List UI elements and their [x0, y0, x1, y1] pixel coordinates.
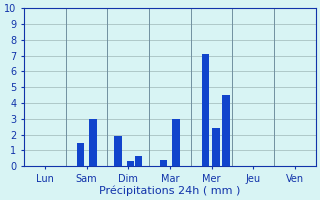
- Bar: [212, 128, 220, 166]
- Bar: [202, 54, 209, 166]
- Bar: [160, 160, 167, 166]
- Bar: [114, 136, 122, 166]
- Bar: [76, 143, 84, 166]
- Bar: [172, 119, 180, 166]
- Bar: [135, 156, 142, 166]
- Bar: [89, 119, 97, 166]
- X-axis label: Précipitations 24h ( mm ): Précipitations 24h ( mm ): [99, 185, 241, 196]
- Bar: [222, 95, 230, 166]
- Bar: [127, 161, 134, 166]
